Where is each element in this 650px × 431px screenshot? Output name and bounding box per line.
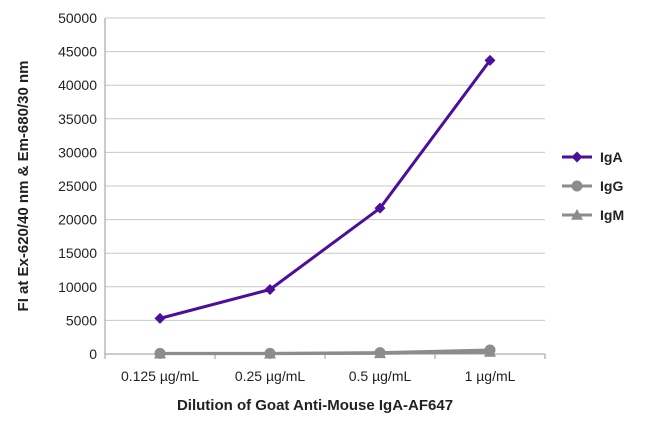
data-point-igg xyxy=(484,344,496,356)
legend-item-igm: IgM xyxy=(562,207,624,223)
legend-label: IgA xyxy=(600,149,623,165)
legend-label: IgG xyxy=(600,178,623,194)
x-axis-ticks: 0.125 µg/mL 0.25 µg/mL 0.5 µg/mL 1 µg/mL xyxy=(104,354,546,384)
gridlines xyxy=(104,17,545,355)
y-tick-label: 15000 xyxy=(58,245,97,261)
legend: IgA IgG IgM xyxy=(562,149,624,223)
y-tick-label: 10000 xyxy=(58,279,97,295)
x-tick-label: 1 µg/mL xyxy=(465,368,516,384)
data-point-iga xyxy=(374,202,386,214)
series-group xyxy=(154,54,496,359)
y-tick-label: 50000 xyxy=(58,10,97,26)
y-tick-label: 0 xyxy=(89,346,97,362)
y-tick-label: 45000 xyxy=(58,44,97,60)
data-point-igg xyxy=(154,347,166,359)
data-point-igg xyxy=(374,347,386,359)
x-axis-title: Dilution of Goat Anti-Mouse IgA-AF647 xyxy=(177,397,453,414)
data-point-iga xyxy=(264,283,276,295)
data-point-iga xyxy=(154,312,166,324)
y-tick-label: 35000 xyxy=(58,111,97,127)
legend-item-igg: IgG xyxy=(562,178,623,194)
y-tick-label: 20000 xyxy=(58,212,97,228)
legend-marker-igg xyxy=(571,180,583,192)
legend-marker-igm xyxy=(571,209,583,220)
series-line-iga xyxy=(159,59,492,320)
data-point-igg xyxy=(264,347,276,359)
legend-item-iga: IgA xyxy=(562,149,623,165)
data-point-iga xyxy=(484,54,496,66)
y-axis-ticks: 0 5000 10000 15000 20000 25000 30000 35000 40000… xyxy=(58,10,97,362)
legend-label: IgM xyxy=(600,207,624,223)
legend-marker-iga xyxy=(571,151,583,163)
x-tick-label: 0.25 µg/mL xyxy=(235,368,306,384)
y-tick-label: 40000 xyxy=(58,77,97,93)
y-tick-label: 30000 xyxy=(58,144,97,160)
y-axis-title: FI at Ex-620/40 nm & Em-680/30 nm xyxy=(15,61,32,312)
y-tick-label: 5000 xyxy=(66,312,97,328)
x-tick-label: 0.5 µg/mL xyxy=(349,368,412,384)
y-tick-label: 25000 xyxy=(58,178,97,194)
x-tick-label: 0.125 µg/mL xyxy=(121,368,199,384)
series-line-igg xyxy=(160,348,491,355)
